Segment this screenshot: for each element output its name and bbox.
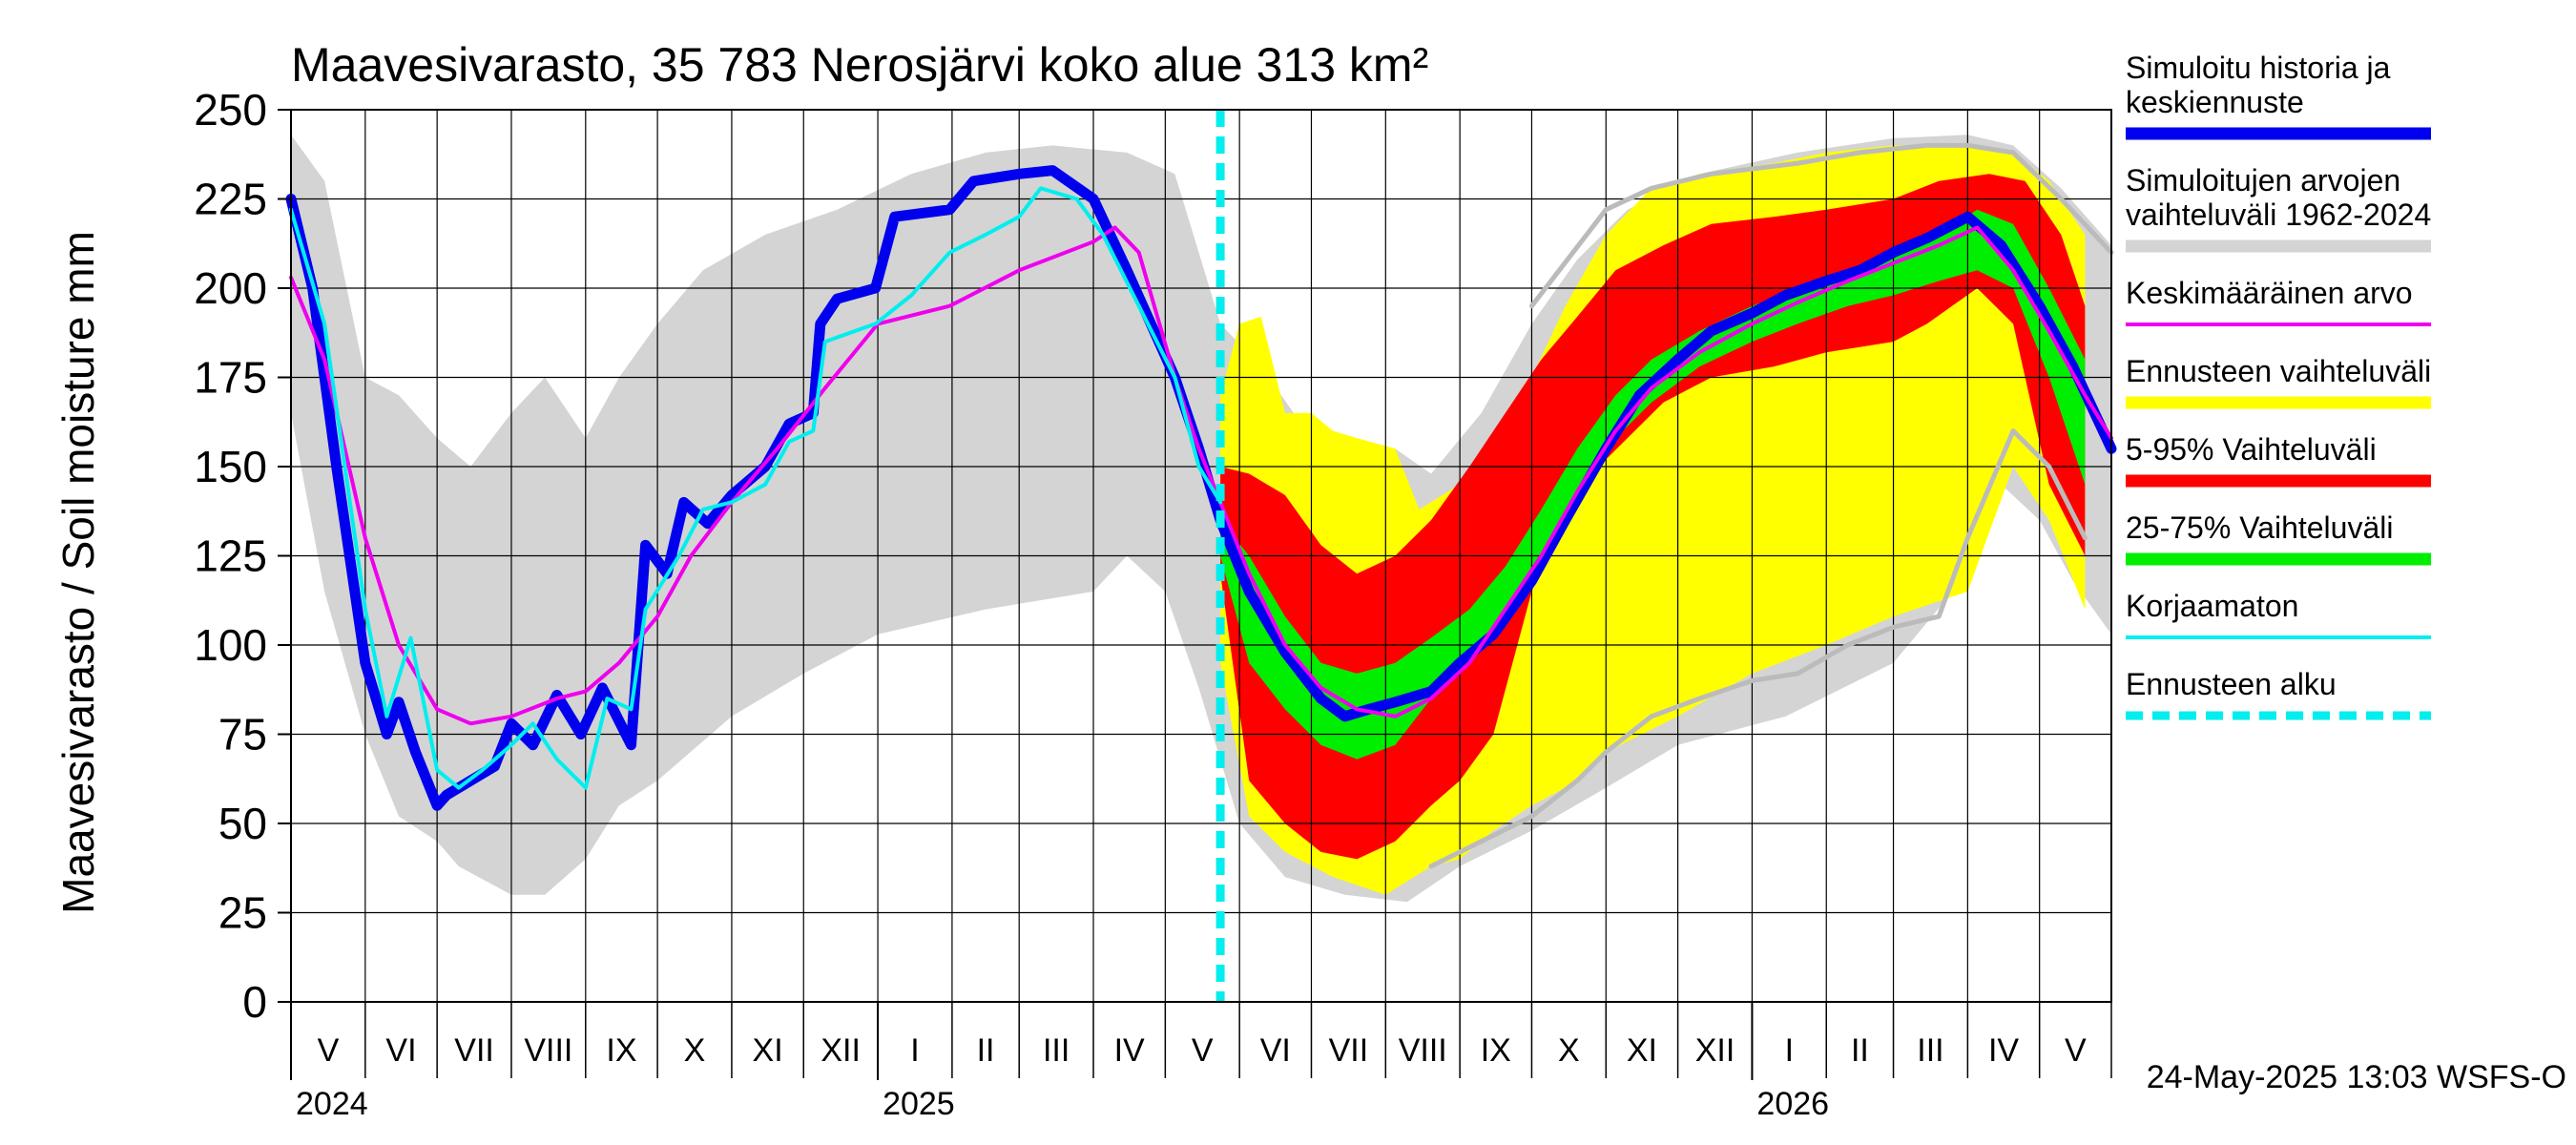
series-korjaamaton-2 <box>289 186 1223 790</box>
y-tick-label: 25 <box>218 888 267 938</box>
band-25-75-vaihteluv-li-3 <box>1220 209 2086 760</box>
y-tick-label: 200 <box>194 263 267 313</box>
legend-item-keskim-r-inen-arvo: Keskimääräinen arvo <box>2126 276 2431 326</box>
legend-label: Keskimääräinen arvo <box>2126 276 2413 310</box>
bands-layer <box>291 135 2111 903</box>
legend-label: Simuloitu historia ja <box>2126 51 2391 85</box>
y-axis-label: Maavesivarasto / Soil moisture mm <box>53 231 103 914</box>
month-label: IX <box>606 1032 636 1069</box>
y-tick-label: 0 <box>242 977 267 1027</box>
month-label: V <box>1192 1032 1214 1069</box>
month-label: IV <box>1114 1032 1145 1069</box>
chart-title: Maavesivarasto, 35 783 Nerosjärvi koko a… <box>291 38 1428 92</box>
legend-item-5-95-vaihteluv-li: 5-95% Vaihteluväli <box>2126 432 2431 488</box>
month-label: I <box>910 1032 919 1069</box>
month-label: X <box>684 1032 706 1069</box>
y-tick-label: 150 <box>194 442 267 491</box>
footer-timestamp: 24-May-2025 13:03 WSFS-O <box>2147 1059 2566 1095</box>
legend-label: Simuloitujen arvojen <box>2126 163 2400 198</box>
month-label: XI <box>1627 1032 1657 1069</box>
series-layer <box>285 110 2117 1002</box>
month-label: II <box>977 1032 995 1069</box>
series-simuloitujen-arvojen-vaihteluv-li-1962-2024-3 <box>1428 428 2088 869</box>
y-tick-label: 225 <box>194 175 267 224</box>
month-label: VI <box>385 1032 416 1069</box>
year-label: 2026 <box>1756 1086 1829 1122</box>
month-label: XII <box>1695 1032 1735 1069</box>
y-tick-label: 50 <box>218 799 267 848</box>
month-label: IV <box>1988 1032 2019 1069</box>
month-label: VIII <box>524 1032 572 1069</box>
month-label: X <box>1558 1032 1580 1069</box>
legend-label: Ennusteen vaihteluväli <box>2126 354 2431 388</box>
y-tick-label: 75 <box>218 710 267 760</box>
legend-item-korjaamaton: Korjaamaton <box>2126 589 2431 639</box>
month-label: VI <box>1260 1032 1291 1069</box>
legend-item-ennusteen-alku: Ennusteen alku <box>2126 667 2431 720</box>
month-label: V <box>318 1032 340 1069</box>
legend-item-25-75-vaihteluv-li: 25-75% Vaihteluväli <box>2126 510 2431 566</box>
month-label: VIII <box>1399 1032 1447 1069</box>
legend-label: Ennusteen alku <box>2126 667 2337 701</box>
year-label: 2024 <box>296 1086 368 1122</box>
legend-label: Korjaamaton <box>2126 589 2298 623</box>
month-label: I <box>1785 1032 1794 1069</box>
legend-label: 5-95% Vaihteluväli <box>2126 432 2377 467</box>
month-label: VII <box>1329 1032 1369 1069</box>
series-simuloitu-historia-ja-keskiennuste-0 <box>285 165 2117 811</box>
y-tick-label: 125 <box>194 531 267 581</box>
month-label: III <box>1043 1032 1070 1069</box>
y-tick-label: 175 <box>194 353 267 403</box>
y-tick-label: 250 <box>194 85 267 135</box>
month-label: XII <box>821 1032 861 1069</box>
month-label: V <box>2065 1032 2087 1069</box>
legend-label: keskiennuste <box>2126 85 2304 119</box>
legend-item-ennusteen-vaihteluv-li: Ennusteen vaihteluväli <box>2126 354 2431 409</box>
month-label: III <box>1917 1032 1943 1069</box>
series-simuloitujen-arvojen-vaihteluv-li-1962-2024-4 <box>1529 142 2114 309</box>
year-label: 2025 <box>883 1086 955 1122</box>
month-label: IX <box>1481 1032 1511 1069</box>
legend-label: 25-75% Vaihteluväli <box>2126 510 2393 545</box>
legend-label: vaihteluväli 1962-2024 <box>2126 198 2431 232</box>
month-label: XI <box>753 1032 783 1069</box>
month-label: II <box>1851 1032 1869 1069</box>
grid-layer <box>291 110 2111 1002</box>
y-tick-label: 100 <box>194 620 267 670</box>
month-label: VII <box>454 1032 494 1069</box>
legend: Simuloitu historia jakeskiennusteSimuloi… <box>2126 51 2431 720</box>
